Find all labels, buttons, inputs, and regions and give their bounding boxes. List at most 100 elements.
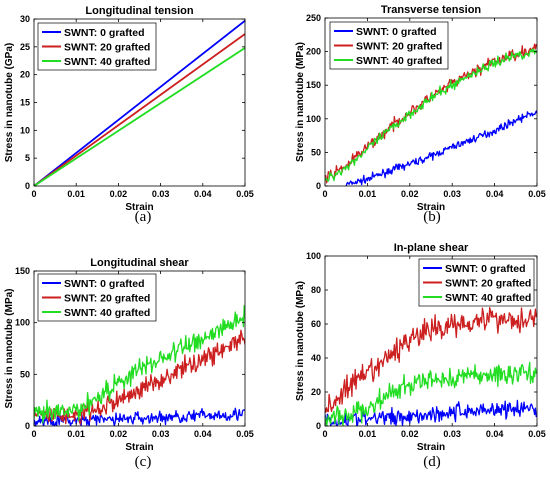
y-tick-label: 100	[306, 251, 321, 261]
y-tick-label: 150	[15, 266, 30, 276]
series-group	[34, 305, 245, 426]
legend-entry-2: SWNT: 40 grafted	[64, 56, 150, 68]
x-tick-label: 0.05	[236, 429, 254, 439]
x-tick-label: 0.02	[401, 429, 419, 439]
legend: SWNT: 0 grafted SWNT: 20 grafted SWNT: 40 …	[37, 273, 157, 322]
x-axis-label: Strain	[125, 442, 153, 453]
chart-title: Transverse tension	[381, 4, 482, 16]
legend: SWNT: 0 grafted SWNT: 20 grafted SWNT: 40 …	[418, 258, 535, 307]
panel-label: (a)	[135, 209, 152, 225]
panel-label: (d)	[423, 454, 441, 470]
y-tick-label: 25	[20, 42, 30, 52]
chart-panel-b: Transverse tension 0 0.01 0.02 0.03 0.04 0.05 0…	[295, 4, 546, 225]
chart-panel-c: Longitudinal shear 0 0.01 0.02 0.03 0.04 0.05 0…	[4, 257, 254, 470]
y-tick-label: 60	[311, 319, 321, 329]
chart-title: Longitudinal shear	[90, 257, 189, 269]
y-tick-label: 0	[316, 421, 321, 431]
chart-title: Longitudinal tension	[85, 5, 193, 17]
x-tick-label: 0.03	[443, 189, 461, 199]
series-line-2	[34, 305, 245, 424]
y-axis-label: Stress in nanotube (MPa)	[295, 281, 306, 401]
chart-title: In-plane shear	[394, 242, 469, 254]
panel-label: (b)	[423, 209, 441, 225]
legend-entry-0: SWNT: 0 grafted	[64, 278, 145, 290]
legend-entry-0: SWNT: 0 grafted	[64, 27, 145, 39]
y-axis-label: Stress in nanotube (GPa)	[4, 43, 15, 162]
x-tick-label: 0.02	[401, 189, 419, 199]
series-line-1	[34, 33, 245, 186]
y-tick-label: 50	[20, 369, 30, 379]
x-axis-label: Strain	[125, 202, 153, 213]
y-tick-label: 80	[311, 285, 321, 295]
x-tick-label: 0.01	[67, 429, 85, 439]
x-tick-label: 0.01	[359, 189, 377, 199]
y-tick-label: 20	[311, 387, 321, 397]
y-axis-label: Stress in nanotube (MPa)	[295, 42, 306, 162]
legend-entry-2: SWNT: 40 grafted	[445, 292, 531, 304]
y-tick-label: 0	[316, 181, 321, 191]
plot-frame	[33, 270, 246, 427]
y-axis-label: Stress in nanotube (MPa)	[4, 288, 15, 408]
legend: SWNT: 0 grafted SWNT: 20 grafted SWNT: 40 …	[329, 21, 449, 70]
plot-frame	[324, 17, 538, 187]
y-tick-label: 0	[25, 181, 30, 191]
x-axis-label: Strain	[417, 202, 445, 213]
x-tick-label: 0	[31, 189, 36, 199]
series-line-2	[325, 361, 537, 426]
series-line-0	[34, 407, 245, 426]
series-line-2	[34, 47, 245, 186]
y-tick-label: 20	[20, 70, 30, 80]
x-tick-label: 0	[322, 189, 327, 199]
y-tick-label: 200	[306, 47, 321, 57]
x-tick-label: 0	[31, 429, 36, 439]
legend-entry-0: SWNT: 0 grafted	[445, 263, 526, 275]
x-axis-label: Strain	[417, 442, 445, 453]
y-tick-label: 15	[20, 98, 30, 108]
legend-entry-1: SWNT: 20 grafted	[64, 292, 150, 304]
y-tick-label: 30	[20, 14, 30, 24]
x-tick-label: 0.04	[194, 429, 212, 439]
x-tick-label: 0.04	[486, 189, 504, 199]
plot-frame	[324, 255, 538, 427]
x-tick-label: 0.03	[152, 429, 170, 439]
chart-panel-d: In-plane shear 0 0.01 0.02 0.03 0.04 0.05 0 20 40…	[295, 242, 546, 470]
x-tick-label: 0.02	[110, 189, 128, 199]
legend-entry-1: SWNT: 20 grafted	[445, 277, 531, 289]
legend-entry-1: SWNT: 20 grafted	[64, 41, 150, 53]
x-tick-label: 0.04	[486, 429, 504, 439]
y-tick-label: 40	[311, 353, 321, 363]
y-tick-label: 10	[20, 125, 30, 135]
series-line-0	[345, 110, 537, 186]
y-tick-label: 50	[311, 147, 321, 157]
y-tick-label: 100	[15, 318, 30, 328]
x-tick-label: 0	[322, 429, 327, 439]
x-tick-label: 0.03	[443, 429, 461, 439]
series-line-2	[325, 48, 537, 182]
y-tick-label: 0	[25, 421, 30, 431]
x-tick-label: 0.05	[528, 189, 546, 199]
y-tick-label: 100	[306, 114, 321, 124]
series-line-0	[325, 399, 537, 426]
x-tick-label: 0.02	[110, 429, 128, 439]
chart-panel-a: Longitudinal tension 0 0.01 0.02 0.03 0.04 0.0…	[4, 5, 254, 225]
x-tick-label: 0.05	[528, 429, 546, 439]
y-tick-label: 250	[306, 13, 321, 23]
panel-label: (c)	[135, 454, 152, 470]
legend: SWNT: 0 grafted SWNT: 20 grafted SWNT: 40 …	[37, 22, 157, 71]
series-line-0	[34, 19, 245, 186]
legend-entry-1: SWNT: 20 grafted	[356, 40, 442, 52]
series-group	[34, 19, 245, 186]
legend-entry-2: SWNT: 40 grafted	[64, 307, 150, 319]
legend-entry-0: SWNT: 0 grafted	[356, 26, 437, 38]
series-line-1	[325, 306, 537, 413]
x-tick-label: 0.01	[359, 429, 377, 439]
series-line-1	[34, 329, 245, 425]
legend-entry-2: SWNT: 40 grafted	[356, 55, 442, 67]
series-group	[325, 306, 537, 426]
x-tick-label: 0.01	[67, 189, 85, 199]
x-tick-label: 0.03	[152, 189, 170, 199]
y-tick-label: 5	[25, 153, 30, 163]
y-tick-label: 150	[306, 80, 321, 90]
x-tick-label: 0.05	[236, 189, 254, 199]
